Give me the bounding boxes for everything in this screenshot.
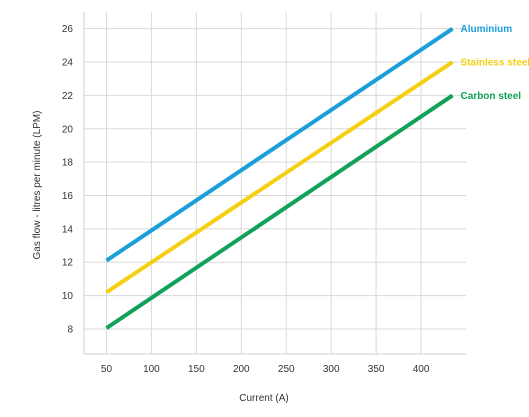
- y-tick-label-16: 16: [62, 191, 74, 202]
- y-axis-label: Gas flow - litres per minute (LPM): [32, 111, 43, 260]
- series-line-carbon-steel: [105, 93, 454, 330]
- y-tick-label-14: 14: [62, 224, 74, 235]
- grid-layer: [84, 12, 466, 354]
- x-tick-label-200: 200: [233, 364, 250, 375]
- series-line-stainless-steel: [105, 60, 454, 294]
- y-tick-label-24: 24: [62, 58, 74, 69]
- x-tick-label-250: 250: [278, 364, 295, 375]
- series-label-stainless-steel: Stainless steel: [461, 58, 529, 69]
- labels-layer: 50 100 150 200 250 300 350 400 8 10 12 14 16 18 20 22 24…: [32, 24, 529, 404]
- y-tick-label-22: 22: [62, 91, 74, 102]
- x-tick-label-300: 300: [323, 364, 340, 375]
- x-tick-label-100: 100: [143, 364, 160, 375]
- series-label-aluminium: Aluminium: [461, 24, 513, 35]
- y-tick-label-18: 18: [62, 158, 74, 169]
- y-tick-label-12: 12: [62, 258, 74, 269]
- x-tick-label-400: 400: [413, 364, 430, 375]
- series-line-aluminium: [105, 27, 454, 263]
- y-tick-label-20: 20: [62, 124, 74, 135]
- series-layer: [105, 27, 454, 330]
- y-tick-label-8: 8: [67, 324, 73, 335]
- axes-layer: [83, 12, 466, 355]
- x-tick-label-350: 350: [368, 364, 385, 375]
- y-tick-label-26: 26: [62, 24, 74, 35]
- x-tick-label-150: 150: [188, 364, 205, 375]
- x-axis-label: Current (A): [239, 393, 288, 404]
- y-tick-label-10: 10: [62, 291, 74, 302]
- x-tick-label-50: 50: [101, 364, 113, 375]
- series-label-carbon-steel: Carbon steel: [461, 91, 522, 102]
